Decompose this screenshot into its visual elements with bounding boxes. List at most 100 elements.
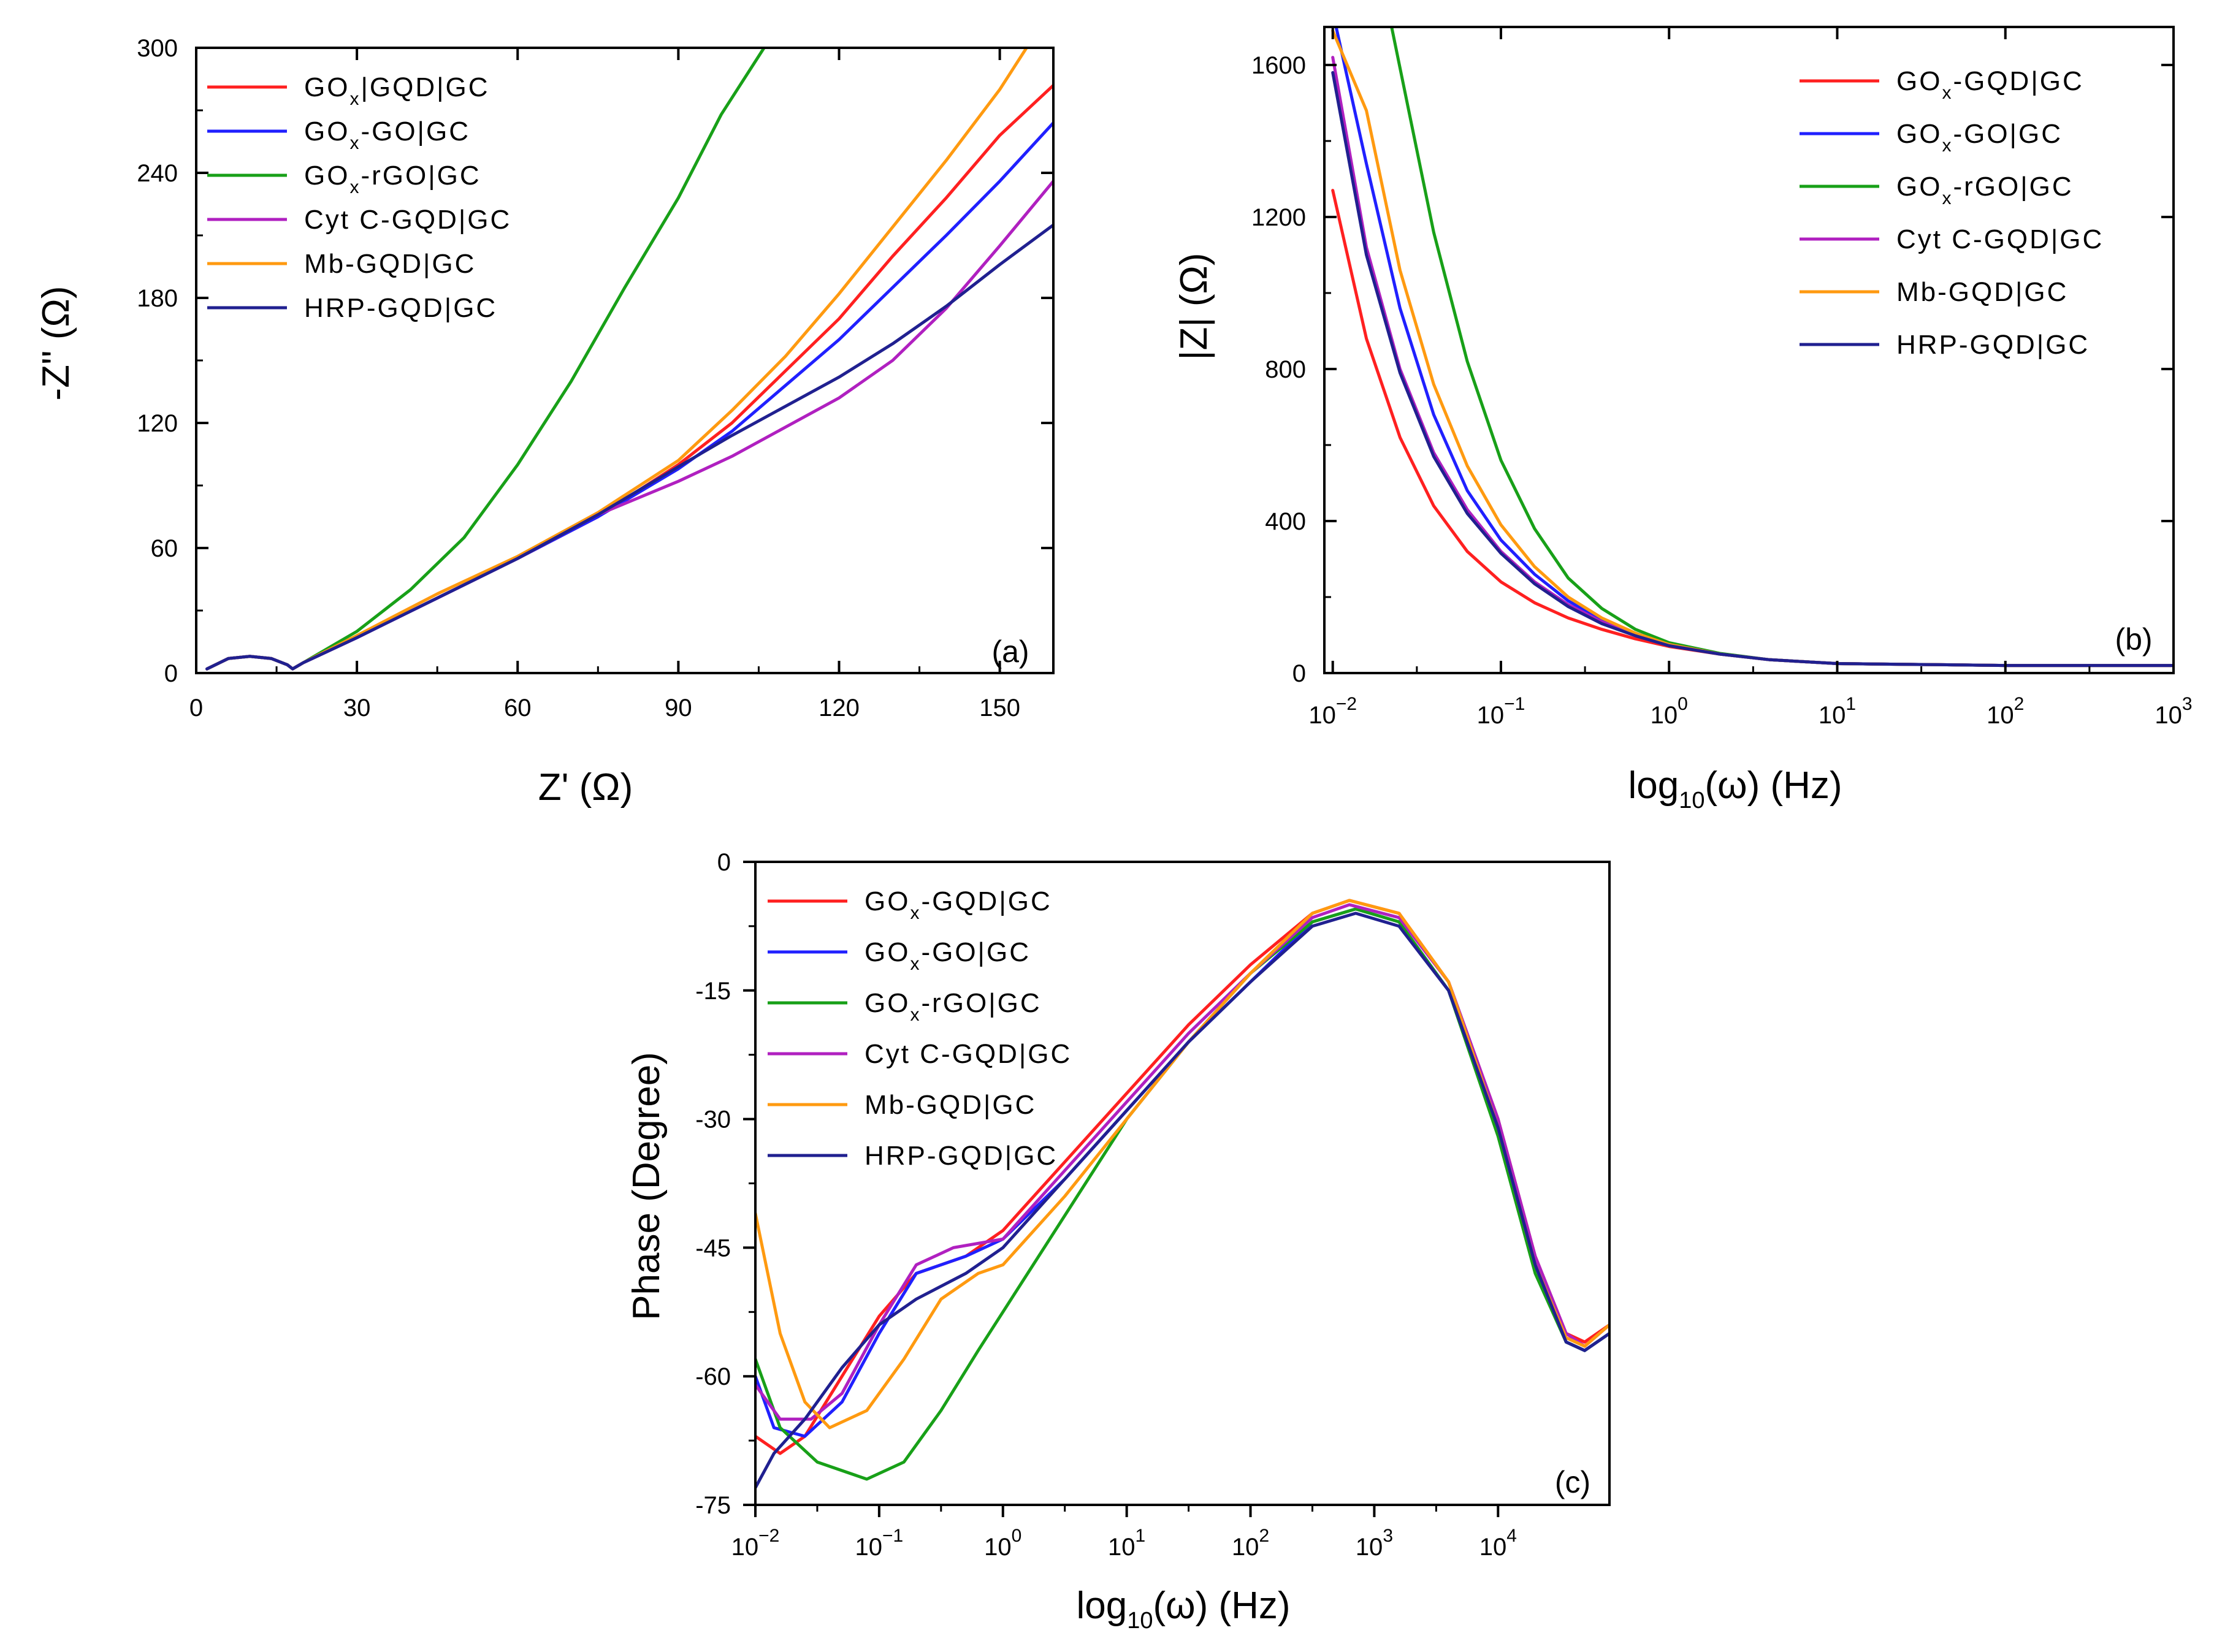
- series-group: [755, 899, 1609, 1490]
- legend-label: GOx-GO|GC: [304, 116, 470, 153]
- y-tick-label-4: -60: [695, 1363, 731, 1390]
- y-tick-label-0: 0: [717, 849, 731, 876]
- legend-item-4: Mb-GQD|GC: [768, 1090, 1036, 1120]
- x-tick-label-1: 30: [343, 695, 371, 721]
- x-tick-exp: 4: [1506, 1526, 1517, 1546]
- x-tick-label-3: 90: [665, 695, 692, 721]
- x-tick-exp: 0: [1012, 1526, 1022, 1546]
- legend-item-1: GOx-GO|GC: [768, 937, 1029, 974]
- x-tick-base: 10: [1819, 702, 1846, 729]
- x-tick-base: 10: [984, 1534, 1012, 1561]
- legend-item-3: Cyt C-GQD|GC: [207, 205, 511, 235]
- legend-label: GOx-GO|GC: [1896, 119, 2063, 156]
- x-tick-base: 10: [855, 1534, 883, 1561]
- legend-item-3: Cyt C-GQD|GC: [768, 1039, 1072, 1069]
- legend-label-rest: |GQD|GC: [361, 72, 489, 102]
- legend-label-rest: -GQD|GC: [1953, 66, 2083, 96]
- x-tick-base: 10: [1987, 702, 2014, 729]
- x-axis-title-rest: (ω) (Hz): [1705, 764, 1842, 807]
- x-tick-label-4: 102: [1232, 1526, 1269, 1561]
- x-tick-label-0: 10−2: [1308, 694, 1357, 729]
- legend-label-main: GO: [865, 988, 910, 1018]
- x-axis-title: log10(ω) (Hz): [1076, 1585, 1290, 1634]
- legend-label-rest: -GO|GC: [1953, 119, 2063, 149]
- legend-item-2: GOx-rGO|GC: [1800, 172, 2074, 208]
- chart-panel-c: 10−2 10−1 100 101 102 103 1040-15-30-45-60-75l…: [625, 849, 1611, 1634]
- legend-label-main: HRP-GQD|GC: [865, 1141, 1058, 1171]
- legend-label: Mb-GQD|GC: [1896, 277, 2068, 307]
- x-axis-title: Z' (Ω): [538, 766, 633, 809]
- x-axis-title-sub: 10: [1127, 1608, 1153, 1634]
- chart-panel-a: 0 30 60 90 120 150 0 60 120 180 240 300 Z' (Ω) -Z'' (…: [35, 35, 1055, 809]
- x-tick-label-1: 10−1: [855, 1526, 904, 1561]
- x-tick-exp: −2: [1336, 694, 1357, 714]
- x-tick-label-0: 10−2: [731, 1526, 780, 1561]
- legend-item-5: HRP-GQD|GC: [768, 1141, 1058, 1171]
- y-tick-label-4: 1600: [1251, 52, 1306, 79]
- legend-label-main: GO: [1896, 172, 1942, 202]
- legend-label-sub: x: [1942, 188, 1953, 208]
- legend-label: GOx-rGO|GC: [865, 988, 1042, 1025]
- y-tick-label-5: -75: [695, 1492, 731, 1519]
- x-tick-exp: 2: [1259, 1526, 1269, 1546]
- x-axis-title-main: log: [1076, 1585, 1127, 1627]
- x-tick-base: 10: [1479, 1534, 1507, 1561]
- x-tick-label-6: 104: [1479, 1526, 1517, 1561]
- x-tick-label-3: 101: [1819, 694, 1856, 729]
- x-tick-exp: 1: [1136, 1526, 1146, 1546]
- x-tick-label-4: 102: [1987, 694, 2024, 729]
- legend-item-0: GOx-GQD|GC: [1800, 66, 2084, 103]
- legend-label-sub: x: [349, 89, 361, 109]
- y-tick-label-1: 400: [1265, 508, 1306, 535]
- x-tick-exp: −1: [882, 1526, 903, 1546]
- y-axis-title: |Z| (Ω): [1173, 253, 1215, 360]
- series-line-5: [205, 223, 1053, 671]
- series-line-0: [1331, 189, 2174, 668]
- legend-label-sub: x: [910, 954, 921, 974]
- legend-item-0: GOx|GQD|GC: [207, 72, 489, 109]
- series-group: [205, 48, 1053, 671]
- series-line-3: [755, 903, 1609, 1421]
- legend-item-5: HRP-GQD|GC: [1800, 330, 2088, 360]
- legend-label-sub: x: [349, 177, 361, 197]
- legend-label: GOx-rGO|GC: [1896, 172, 2074, 208]
- plot-frame: [1323, 26, 2175, 674]
- x-tick-label-5: 103: [1356, 1526, 1393, 1561]
- legend-label: Cyt C-GQD|GC: [1896, 224, 2104, 254]
- legend-item-4: Mb-GQD|GC: [1800, 277, 2068, 307]
- legend-item-2: GOx-rGO|GC: [768, 988, 1042, 1025]
- legend-label-main: GO: [1896, 66, 1942, 96]
- x-tick-label-2: 60: [504, 695, 532, 721]
- x-tick-label-1: 10−1: [1477, 694, 1525, 729]
- legend-label-main: Mb-GQD|GC: [865, 1090, 1036, 1120]
- y-tick-label-2: 800: [1265, 356, 1306, 383]
- legend-label-main: Mb-GQD|GC: [304, 249, 476, 279]
- legend-label-main: Mb-GQD|GC: [1896, 277, 2068, 307]
- legend-label-main: GO: [1896, 119, 1942, 149]
- legend-label-main: GO: [865, 886, 910, 916]
- legend-label: GOx-GQD|GC: [1896, 66, 2084, 103]
- legend-label-sub: x: [349, 133, 361, 153]
- x-tick-base: 10: [1232, 1534, 1259, 1561]
- y-tick-label-5: 300: [137, 35, 178, 62]
- legend-label-main: Cyt C-GQD|GC: [1896, 224, 2104, 254]
- legend-label-sub: x: [1942, 83, 1953, 103]
- series-group: [1331, 27, 2174, 668]
- legend-label: Mb-GQD|GC: [865, 1090, 1036, 1120]
- chart-panel-b: 10−2 10−1 100 101 102 103040080012001600log10…: [1173, 26, 2193, 813]
- legend-label-main: GO: [304, 116, 349, 147]
- x-tick-base: 10: [1477, 702, 1505, 729]
- legend-label-rest: -rGO|GC: [921, 988, 1041, 1018]
- y-tick-label-1: 60: [151, 535, 178, 562]
- legend-label-main: HRP-GQD|GC: [304, 293, 497, 323]
- legend-label: Cyt C-GQD|GC: [304, 205, 511, 235]
- y-tick-label-0: 0: [1292, 660, 1306, 687]
- x-tick-exp: 2: [2014, 694, 2025, 714]
- y-tick-label-4: 240: [137, 160, 178, 187]
- x-tick-label-0: 0: [189, 695, 203, 721]
- legend-label: Cyt C-GQD|GC: [865, 1039, 1072, 1069]
